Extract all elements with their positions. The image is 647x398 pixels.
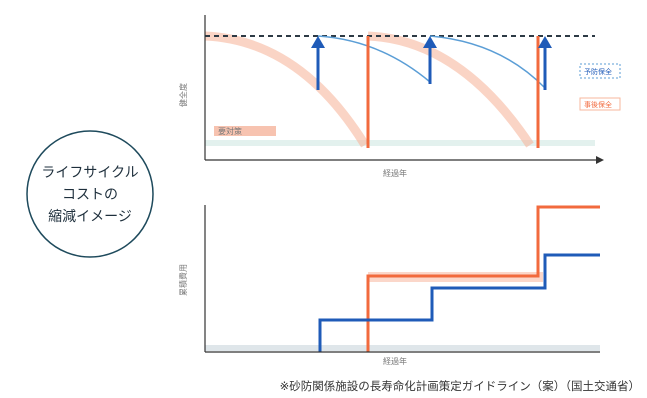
orange-cost-steps: [366, 205, 600, 352]
source-caption: ※砂防関係施設の長寿命化計画策定ガイドライン（案）（国土交通省）: [279, 379, 640, 393]
circle-line-2: コストの: [62, 187, 118, 203]
blue-arrow-2: [423, 36, 437, 84]
blue-decay-1: [317, 35, 431, 83]
bottom-y-label: 累積費用: [178, 264, 188, 296]
orange-decay-1: [204, 31, 369, 148]
legend-blue: 予防保全: [579, 63, 621, 79]
inner-label: 要対策: [218, 126, 242, 136]
top-chart: 要対策 健全度 経過年 予防保全: [178, 15, 621, 178]
legend-blue-label: 予防保全: [584, 67, 612, 76]
circle-line-1: ライフサイクル: [41, 165, 138, 181]
blue-decay-2: [429, 35, 546, 89]
orange-decay-2: [367, 31, 534, 148]
bottom-x-label: 経過年: [383, 356, 407, 366]
top-x-arrowhead: [596, 156, 604, 164]
circle-outline: [26, 130, 154, 258]
blue-arrow-3: [538, 36, 552, 90]
legend-orange-label: 事後保全: [584, 100, 612, 109]
bottom-chart: 累積費用 経過年: [178, 205, 600, 366]
inner-label-box: [214, 126, 276, 136]
circle-line-3: 縮減イメージ: [48, 208, 132, 225]
blue-arrow-1: [311, 36, 325, 90]
threshold-band: [205, 140, 595, 146]
blue-cost-steps: [318, 253, 600, 352]
top-y-label: 健全度: [178, 83, 188, 107]
legend-orange: 事後保全: [579, 97, 621, 111]
concept-circle: ライフサイクル コストの 縮減イメージ: [26, 130, 154, 258]
top-x-label: 経過年: [383, 168, 407, 178]
baseline-band: [205, 345, 600, 351]
